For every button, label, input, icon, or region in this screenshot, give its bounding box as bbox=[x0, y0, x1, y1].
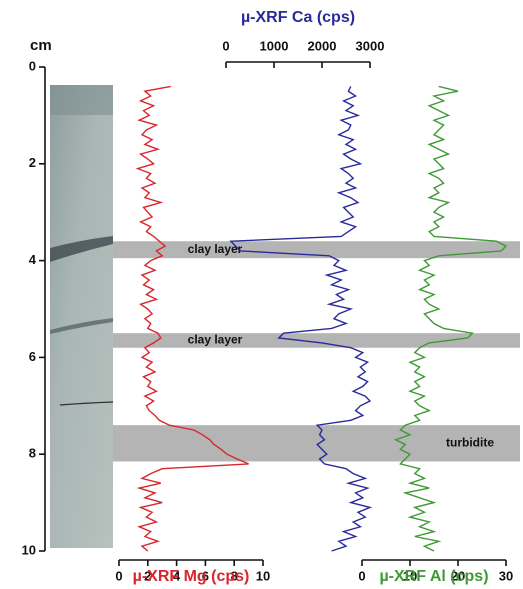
x-tick-label: 2 bbox=[144, 568, 151, 583]
axis-title: µ-XRF Ca (cps) bbox=[241, 9, 355, 26]
x-tick-label: 10 bbox=[403, 568, 417, 583]
x-tick-label: 8 bbox=[231, 568, 238, 583]
band bbox=[113, 241, 520, 259]
band-label: clay layer bbox=[188, 242, 243, 256]
x-tick-label: 20 bbox=[451, 568, 465, 583]
axis-title: µ-XRF Mg (cps) bbox=[133, 568, 250, 585]
x-tick-label: 6 bbox=[202, 568, 209, 583]
x-tick-label: 4 bbox=[173, 568, 181, 583]
x-tick-label: 1000 bbox=[260, 38, 289, 53]
x-tick-label: 10 bbox=[256, 568, 270, 583]
profile-line bbox=[393, 85, 508, 552]
band-label: turbidite bbox=[446, 435, 494, 449]
y-tick-label: 8 bbox=[29, 446, 36, 461]
y-tick-label: 2 bbox=[29, 155, 36, 170]
axis-title: µ-XRF Al (cps) bbox=[379, 568, 488, 585]
band-label: clay layer bbox=[188, 333, 243, 347]
y-tick-label: 4 bbox=[29, 252, 37, 267]
y-tick-label: 0 bbox=[29, 58, 36, 73]
x-tick-label: 3000 bbox=[356, 38, 385, 53]
band bbox=[113, 425, 520, 462]
core-photo bbox=[50, 85, 114, 548]
profile-line bbox=[135, 85, 249, 552]
x-tick-label: 30 bbox=[499, 568, 513, 583]
x-tick-label: 2000 bbox=[308, 38, 337, 53]
y-tick-label: 10 bbox=[22, 542, 36, 557]
depth-label: cm bbox=[30, 37, 52, 54]
x-tick-label: 0 bbox=[222, 38, 229, 53]
x-tick-label: 0 bbox=[358, 568, 365, 583]
profile-line bbox=[229, 86, 373, 552]
band bbox=[113, 333, 520, 348]
y-tick-label: 6 bbox=[29, 349, 36, 364]
x-tick-label: 0 bbox=[115, 568, 122, 583]
